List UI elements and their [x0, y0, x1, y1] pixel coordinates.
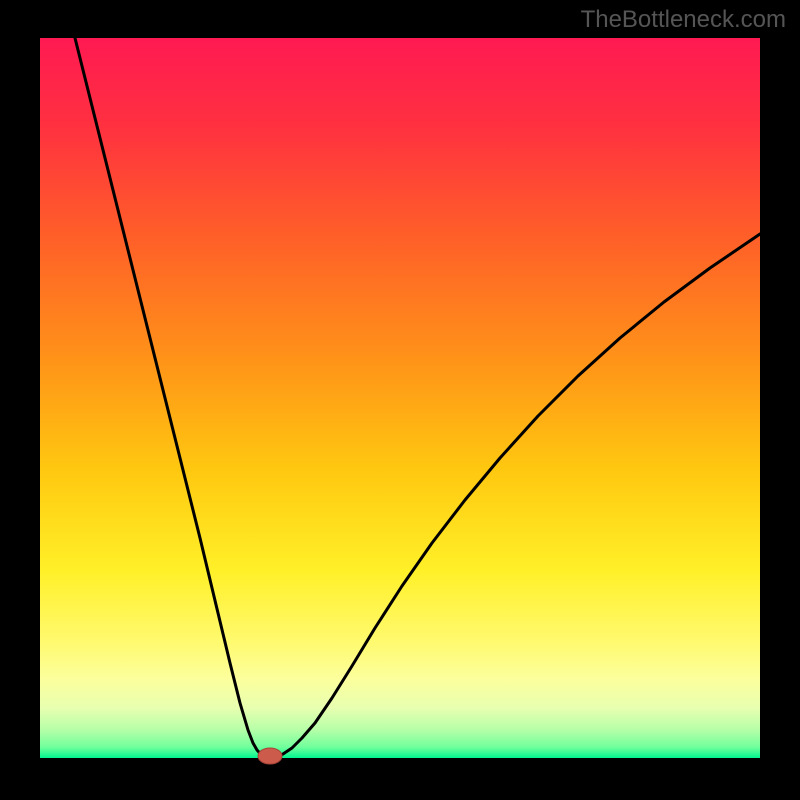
plot-area [40, 38, 760, 764]
watermark-text: TheBottleneck.com [581, 6, 786, 34]
minimum-marker [258, 748, 282, 764]
chart-container: TheBottleneck.com [0, 0, 800, 800]
chart-svg [0, 0, 800, 800]
gradient-background [40, 38, 760, 758]
